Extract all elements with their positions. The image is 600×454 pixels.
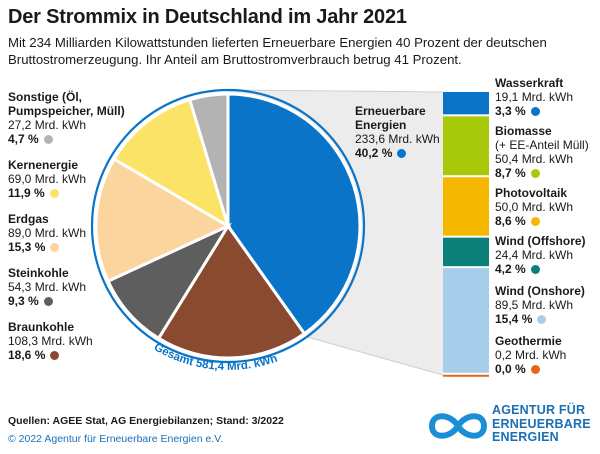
chart-subtitle: Mit 234 Milliarden Kilowattstunden liefe… <box>8 35 547 67</box>
label-biomasse-sub: (+ EE-Anteil Müll) <box>495 138 589 152</box>
label-photovoltaik-percent: 8,6 % <box>495 214 526 228</box>
pie-slice-kernenergie <box>112 97 231 230</box>
legend-dot-erdgas <box>50 243 60 252</box>
legend-dot-sonstige <box>43 135 53 144</box>
label-wind-offshore: Wind (Offshore) 24,4 Mrd. kWh 4,2 % <box>495 234 586 276</box>
label-geothermie-percent: 0,0 % <box>495 362 526 376</box>
label-braunkohle: Braunkohle 108,3 Mrd. kWh 18,6 % <box>8 320 93 362</box>
label-sonstige-value: 27,2 Mrd. kWh <box>8 118 87 132</box>
label-biomasse-value: 50,4 Mrd. kWh <box>495 152 574 166</box>
legend-dot-wind-onshore <box>537 315 547 324</box>
label-kernenergie-value: 69,0 Mrd. kWh <box>8 172 87 186</box>
label-steinkohle-percent: 9,3 % <box>8 294 39 308</box>
label-photovoltaik: Photovoltaik 50,0 Mrd. kWh 8,6 % <box>495 186 573 228</box>
label-geothermie: Geothermie 0,2 Mrd. kWh 0,0 % <box>495 334 566 376</box>
label-wind-onshore-name: Wind (Onshore) <box>495 284 585 298</box>
label-wasserkraft-percent: 3,3 % <box>495 104 526 118</box>
bar-segment-wasserkraft <box>443 92 489 115</box>
label-steinkohle: Steinkohle 54,3 Mrd. kWh 9,3 % <box>8 266 86 308</box>
label-geothermie-value: 0,2 Mrd. kWh <box>495 348 567 362</box>
bar-segment-photovoltaik <box>443 177 489 236</box>
label-erdgas: Erdgas 89,0 Mrd. kWh 15,3 % <box>8 212 86 254</box>
legend-dot-wasserkraft <box>530 107 540 116</box>
bar-segment-wind-onshore <box>443 268 489 373</box>
footer-sources: Quellen: AGEE Stat, AG Energiebilanzen; … <box>8 415 284 427</box>
label-erneuerbare-value: 233,6 Mrd. kWh <box>355 132 440 146</box>
label-erneuerbare-percent: 40,2 % <box>355 146 393 160</box>
footer-copyright: © 2022 Agentur für Erneuerbare Energien … <box>8 433 224 445</box>
pie-slice-braunkohle <box>156 223 307 360</box>
aee-logo: AGENTUR FÜR ERNEUERBARE ENERGIEN <box>426 403 598 449</box>
pie-slice-sonstige <box>187 92 230 227</box>
label-braunkohle-value: 108,3 Mrd. kWh <box>8 334 93 348</box>
label-kernenergie-percent: 11,9 % <box>8 186 45 200</box>
label-wasserkraft-value: 19,1 Mrd. kWh <box>495 90 574 104</box>
label-wind-onshore-value: 89,5 Mrd. kWh <box>495 298 574 312</box>
label-wind-offshore-percent: 4,2 % <box>495 262 526 276</box>
logo-line-1: AGENTUR FÜR <box>492 403 586 417</box>
label-wind-offshore-value: 24,4 Mrd. kWh <box>495 248 574 262</box>
bar-segment-biomasse <box>443 116 489 176</box>
label-braunkohle-percent: 18,6 % <box>8 348 46 362</box>
label-wind-offshore-name: Wind (Offshore) <box>495 234 586 248</box>
legend-dot-kernenergie <box>49 189 59 198</box>
label-sonstige: Sonstige (Öl, Pumpspeicher, Müll) 27,2 M… <box>8 90 125 146</box>
pie-slice-erdgas <box>94 157 232 284</box>
label-erneuerbare-name-1: Erneuerbare <box>355 104 426 118</box>
pie-chart <box>90 88 366 364</box>
label-steinkohle-name: Steinkohle <box>8 266 69 280</box>
logo-line-3: ENERGIEN <box>492 430 559 444</box>
label-kernenergie: Kernenergie 69,0 Mrd. kWh 11,9 % <box>8 158 86 200</box>
label-wind-onshore-percent: 15,4 % <box>495 312 533 326</box>
label-erdgas-name: Erdgas <box>8 212 49 226</box>
label-braunkohle-name: Braunkohle <box>8 320 75 334</box>
label-geothermie-name: Geothermie <box>495 334 562 348</box>
label-biomasse-name: Biomasse <box>495 124 552 138</box>
label-photovoltaik-name: Photovoltaik <box>495 186 568 200</box>
chart-title: Der Strommix in Deutschland im Jahr 2021 <box>8 6 407 28</box>
bar-segment-wind-offshore <box>443 237 489 267</box>
label-erneuerbare: Erneuerbare Energien 233,6 Mrd. kWh 40,2… <box>355 104 440 160</box>
label-wasserkraft-name: Wasserkraft <box>495 76 564 90</box>
logo-text: AGENTUR FÜR ERNEUERBARE ENERGIEN <box>492 403 591 445</box>
label-sonstige-name-1: Sonstige (Öl, <box>8 90 83 104</box>
label-erneuerbare-name-2: Energien <box>355 118 407 132</box>
stacked-bar <box>443 92 489 377</box>
logo-line-2: ERNEUERBARE <box>492 416 591 431</box>
label-sonstige-percent: 4,7 % <box>8 132 39 146</box>
bar-segment-geothermie <box>443 374 489 377</box>
connector-line-bottom <box>306 336 444 376</box>
label-erdgas-value: 89,0 Mrd. kWh <box>8 226 87 240</box>
connector-line-top <box>227 89 444 93</box>
label-erdgas-percent: 15,3 % <box>8 240 46 254</box>
label-steinkohle-value: 54,3 Mrd. kWh <box>8 280 87 294</box>
label-biomasse-percent: 8,7 % <box>495 166 526 180</box>
pie-outer-ring <box>90 88 366 364</box>
label-biomasse: Biomasse (+ EE-Anteil Müll) 50,4 Mrd. kW… <box>495 124 589 180</box>
label-kernenergie-name: Kernenergie <box>8 158 79 172</box>
label-sonstige-name-2: Pumpspeicher, Müll) <box>8 104 125 118</box>
legend-dot-biomasse <box>530 169 540 178</box>
label-photovoltaik-value: 50,0 Mrd. kWh <box>495 200 574 214</box>
pie-slice-erneuerbare <box>226 92 362 336</box>
label-wasserkraft: Wasserkraft 19,1 Mrd. kWh 3,3 % <box>495 76 573 118</box>
legend-dot-wind-offshore <box>530 265 540 274</box>
legend-dot-geothermie <box>530 365 540 374</box>
legend-dot-photovoltaik <box>530 217 540 226</box>
label-wind-onshore: Wind (Onshore) 89,5 Mrd. kWh 15,4 % <box>495 284 585 326</box>
legend-dot-erneuerbare <box>397 149 407 158</box>
legend-dot-steinkohle <box>43 297 53 306</box>
legend-dot-braunkohle <box>50 351 60 360</box>
infinity-logo-icon <box>429 413 487 439</box>
